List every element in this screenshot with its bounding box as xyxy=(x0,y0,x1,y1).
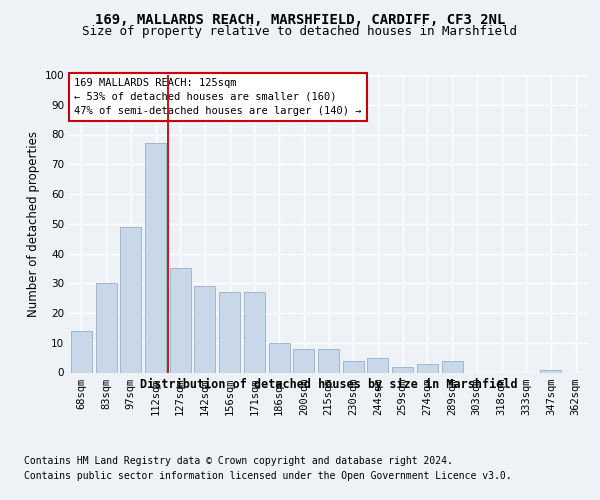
Text: Contains public sector information licensed under the Open Government Licence v3: Contains public sector information licen… xyxy=(24,471,512,481)
Bar xyxy=(95,283,116,372)
Text: 169, MALLARDS REACH, MARSHFIELD, CARDIFF, CF3 2NL: 169, MALLARDS REACH, MARSHFIELD, CARDIFF… xyxy=(95,12,505,26)
Bar xyxy=(293,348,314,372)
Bar xyxy=(269,343,290,372)
Bar xyxy=(219,292,240,372)
Bar xyxy=(318,348,339,372)
Text: Distribution of detached houses by size in Marshfield: Distribution of detached houses by size … xyxy=(140,378,518,390)
Bar xyxy=(71,331,92,372)
Bar xyxy=(170,268,191,372)
Y-axis label: Number of detached properties: Number of detached properties xyxy=(28,130,40,317)
Bar xyxy=(244,292,265,372)
Bar xyxy=(343,360,364,372)
Bar xyxy=(367,358,388,372)
Bar xyxy=(145,144,166,372)
Bar xyxy=(442,360,463,372)
Bar xyxy=(417,364,438,372)
Bar xyxy=(194,286,215,372)
Text: 169 MALLARDS REACH: 125sqm
← 53% of detached houses are smaller (160)
47% of sem: 169 MALLARDS REACH: 125sqm ← 53% of deta… xyxy=(74,78,362,116)
Text: Contains HM Land Registry data © Crown copyright and database right 2024.: Contains HM Land Registry data © Crown c… xyxy=(24,456,453,466)
Bar xyxy=(541,370,562,372)
Text: Size of property relative to detached houses in Marshfield: Size of property relative to detached ho… xyxy=(83,25,517,38)
Bar xyxy=(392,366,413,372)
Bar xyxy=(120,226,141,372)
